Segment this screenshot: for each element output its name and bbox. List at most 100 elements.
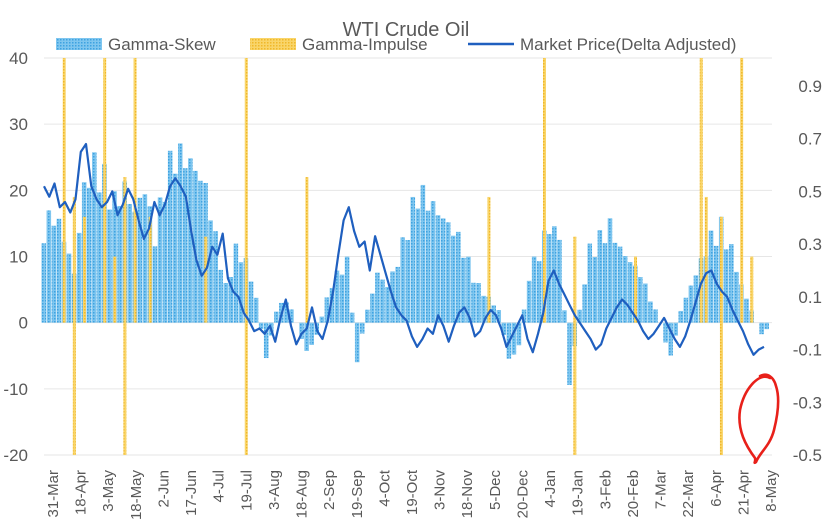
gamma-impulse-bar (634, 256, 637, 323)
gamma-skew-bar (612, 242, 618, 323)
gamma-skew-bar (319, 316, 325, 323)
x-tick-label: 7-Mar (653, 470, 670, 509)
gamma-skew-bar (334, 270, 340, 323)
market-price-series (43, 142, 765, 356)
gamma-skew-bar (617, 246, 623, 323)
gamma-skew-bar (653, 309, 658, 323)
legend: Gamma-Skew Gamma-Impulse Market Price(De… (56, 35, 736, 54)
gamma-skew-bar (476, 283, 481, 323)
y-tick-label-right: 0.3 (798, 235, 822, 254)
gamma-skew-bar (511, 322, 517, 355)
x-tick-label: 18-May (128, 470, 145, 521)
gamma-impulse-bar (133, 58, 137, 323)
y-axis-right: 0.9 0.7 0.5 0.3 0.1 -0.1 -0.3 -0.5 (793, 77, 822, 465)
x-tick-label: 2-Sep (321, 470, 338, 510)
gamma-impulse-bar (62, 58, 66, 323)
gamma-skew-bar (643, 283, 648, 323)
gamma-skew-bar (425, 210, 431, 323)
gamma-skew-bar (577, 309, 582, 323)
gamma-skew-bar (157, 197, 163, 323)
gamma-skew-bar (198, 180, 203, 323)
gamma-skew-bar (223, 282, 229, 323)
y-tick-label-left: 40 (9, 49, 28, 68)
gamma-impulse-bar (704, 196, 708, 323)
y-tick-label-left: 20 (9, 181, 28, 200)
gamma-skew-bar (284, 302, 289, 323)
x-axis: 31-Mar 18-Apr 3-May 18-May 2-Jun 17-Jun 4-Jul 1… (45, 469, 780, 520)
gamma-skew-bar (415, 208, 421, 323)
gamma-skew-bar (289, 309, 294, 323)
gamma-impulse-bar (113, 256, 117, 323)
gamma-skew-bar (253, 297, 259, 323)
x-tick-label: 19-Oct (404, 469, 421, 515)
y-tick-label-left: -20 (3, 446, 28, 465)
legend-swatch-gamma-impulse (250, 38, 296, 50)
gamma-impulse-bar (750, 256, 754, 323)
gamma-skew-bar (481, 295, 486, 323)
annotation-circle (738, 373, 780, 465)
gamma-skew-bar (627, 262, 633, 323)
x-tick-label: 8-May (763, 470, 780, 512)
gamma-skew-bar (359, 322, 365, 334)
gamma-skew-bar (562, 310, 567, 323)
gamma-skew-bar (638, 277, 643, 323)
gamma-skew-bar (420, 184, 426, 323)
gamma-skew-bar (86, 187, 92, 323)
gamma-skew-bar (329, 288, 335, 323)
gamma-skew-bar (304, 322, 309, 351)
y-tick-label-left: 10 (9, 248, 28, 267)
x-tick-label: 4-Oct (376, 469, 393, 507)
gamma-skew-bar (663, 322, 668, 343)
x-tick-label: 3-Feb (597, 470, 614, 509)
gamma-impulse-bar (204, 236, 208, 323)
gamma-skew-bar (228, 276, 234, 323)
gamma-skew-bar (516, 322, 522, 346)
x-tick-label: 21-Apr (735, 470, 752, 515)
gamma-skew-bar (107, 209, 112, 323)
x-tick-label: 22-Mar (680, 470, 697, 518)
x-tick-label: 19-Jul (238, 470, 255, 511)
gamma-skew-bar (723, 249, 729, 323)
gamma-impulse-bar (719, 216, 723, 455)
gamma-skew-bar (400, 237, 405, 323)
y-tick-label-right: 0.1 (798, 288, 822, 307)
gamma-skew-bar (177, 143, 183, 323)
gamma-skew-bar (683, 297, 689, 323)
gamma-skew-bar (365, 309, 370, 323)
x-tick-label: 4-Jan (542, 470, 559, 508)
gamma-skew-bar (193, 170, 198, 323)
gamma-skew-bar (167, 150, 173, 323)
gamma-skew-bar (466, 256, 471, 323)
gamma-skew-bar (56, 218, 62, 323)
gamma-skew-bar (274, 311, 279, 323)
gamma-skew-bar (602, 243, 608, 323)
gamma-skew-bar (46, 210, 52, 323)
gamma-skew-bar (678, 310, 684, 323)
gamma-skew-bar (370, 293, 375, 323)
gamma-skew-bar (208, 220, 213, 323)
gamma-skew-bar (233, 243, 239, 323)
gamma-skew-bar (557, 239, 562, 323)
x-tick-label: 4-Jul (211, 470, 228, 503)
gamma-skew-bar (648, 301, 653, 323)
gamma-skew-bar (349, 312, 355, 323)
gamma-skew-bar (97, 192, 102, 323)
gamma-impulse-bar (740, 58, 744, 323)
gamma-skew-bar (668, 322, 673, 356)
gamma-skew-bar (263, 322, 269, 359)
gamma-skew-bar (354, 322, 360, 363)
gamma-skew-bar (66, 253, 72, 323)
gamma-skew-bar (172, 173, 178, 323)
gamma-skew-bar (461, 257, 466, 323)
gamma-skew-bar (496, 310, 502, 323)
gamma-skew-bar (734, 271, 739, 323)
gamma-skew-bar (521, 309, 527, 323)
x-tick-label: 5-Dec (487, 470, 504, 511)
gamma-skew-bar (531, 256, 537, 323)
x-tick-label: 31-Mar (45, 470, 62, 518)
x-tick-label: 2-Jun (155, 470, 172, 508)
gamma-skew-bar (410, 196, 416, 323)
gamma-skew-bar (597, 230, 603, 323)
y-axis-left: 40 30 20 10 0 -10 -20 (3, 49, 28, 465)
gamma-skew-bar (450, 235, 456, 323)
